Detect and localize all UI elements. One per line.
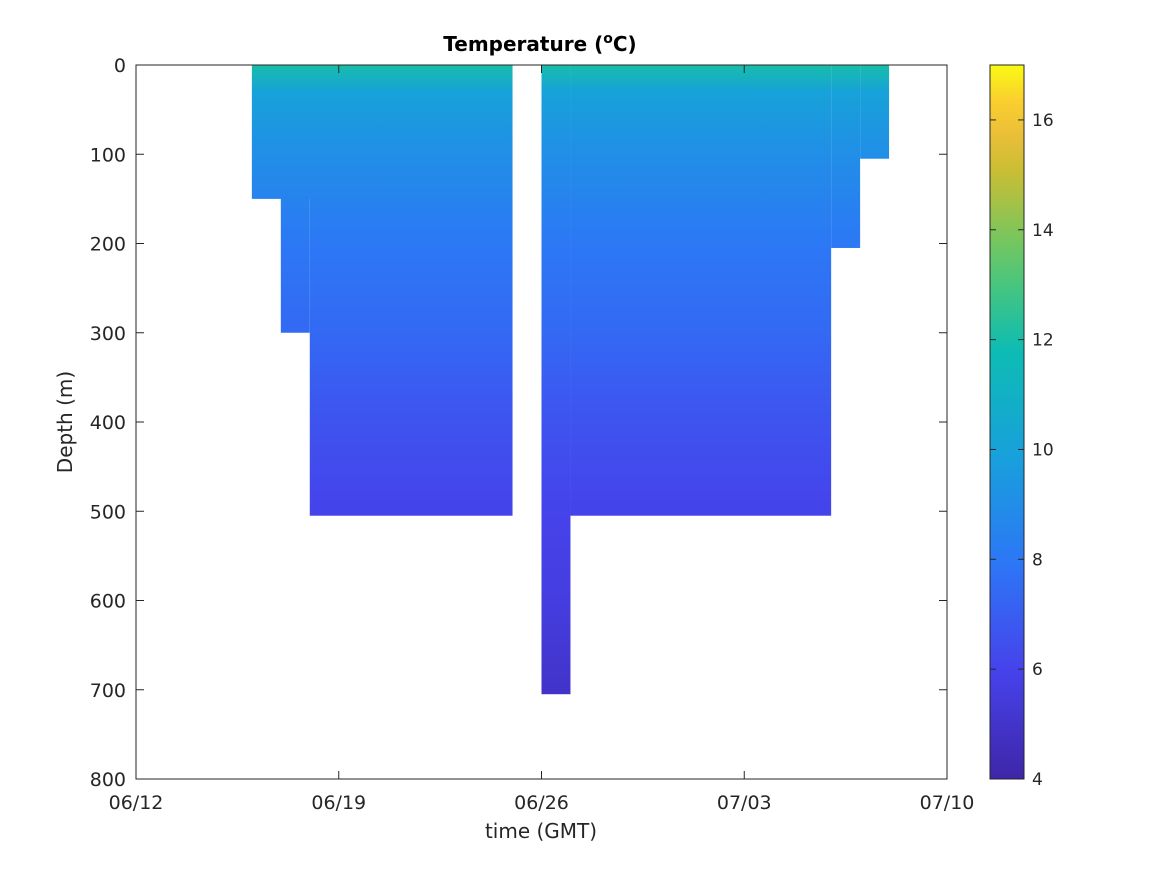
data-segment-4 [570,65,832,516]
colorbar-tick-label: 4 [1032,770,1043,790]
colorbar-ticks: 4 6 8 10 12 14 16 [990,111,1054,790]
data-layer [251,65,890,695]
x-tick-label: 07/03 [717,792,772,814]
x-tick-label: 06/12 [109,792,164,814]
colorbar-tick-label: 6 [1032,660,1043,680]
colorbar-tick-label: 8 [1032,550,1043,570]
x-tick-label: 07/10 [920,792,975,814]
colorbar-tick-label: 14 [1032,221,1054,241]
colorbar-tick-label: 12 [1032,331,1054,351]
y-tick-label: 400 [90,412,126,434]
x-tick-label: 06/19 [311,792,366,814]
data-segment-3 [541,65,571,695]
y-tick-label: 600 [90,591,126,613]
data-segment-6 [860,65,890,159]
chart-title: Temperature (oC) [443,31,636,56]
y-tick-label: 100 [90,144,126,166]
y-tick-label: 200 [90,234,126,256]
y-axis: 0 100 200 300 400 500 600 700 800 [90,55,947,791]
y-tick-label: 300 [90,323,126,345]
y-axis-label: Depth (m) [53,371,77,473]
y-tick-label: 0 [114,55,126,77]
y-tick-label: 700 [90,680,126,702]
y-tick-label: 500 [90,501,126,523]
data-segment-5 [831,65,861,248]
colorbar-tick-label: 10 [1032,440,1054,460]
x-axis-label: time (GMT) [485,819,597,843]
data-segment-2 [309,65,513,516]
colorbar-tick-label: 16 [1032,111,1054,131]
y-tick-label: 800 [90,769,126,791]
data-segment-1 [280,65,310,333]
x-axis: 06/12 06/19 06/26 07/03 07/10 [109,65,975,814]
colorbar [989,64,1025,780]
x-tick-label: 06/26 [514,792,569,814]
